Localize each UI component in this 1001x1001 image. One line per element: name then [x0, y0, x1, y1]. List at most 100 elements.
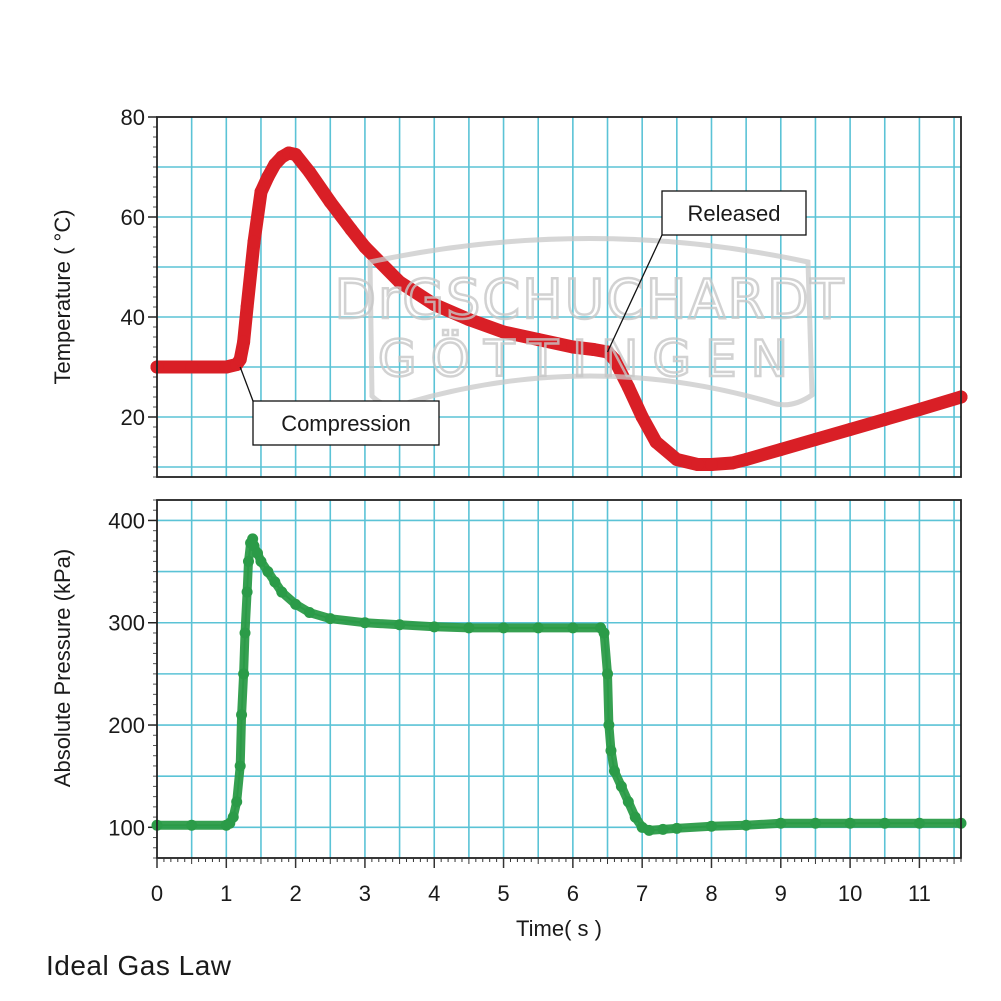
pressure-point — [303, 607, 315, 619]
annotation-label: Compression — [281, 411, 411, 436]
annotation-box — [252, 400, 440, 446]
temperature-point — [607, 353, 621, 366]
temperature-point — [843, 423, 857, 436]
temperature-point — [670, 453, 684, 466]
annotation-leader-line — [239, 366, 254, 402]
pressure-point — [239, 627, 251, 639]
temperature-point — [774, 443, 788, 456]
x-tick-label: 5 — [497, 881, 509, 906]
temperature-point — [912, 403, 926, 416]
pressure-point — [603, 719, 615, 731]
annotation-box — [661, 190, 807, 236]
x-tick-label: 3 — [359, 881, 371, 906]
pressure-point — [598, 627, 610, 639]
pressure-point — [231, 796, 243, 808]
pressure-point — [227, 811, 239, 823]
temperature-point — [427, 298, 441, 311]
pressure-point — [913, 817, 925, 829]
watermark-text-line1: DrGSCHUCHARDT — [334, 268, 845, 331]
x-tick-label: 8 — [705, 881, 717, 906]
temperature-point — [497, 325, 511, 339]
temperature-point — [358, 240, 372, 254]
pressure-point — [269, 576, 281, 588]
pressure-point — [622, 796, 634, 808]
temperature-point — [587, 343, 601, 356]
pressure-point — [262, 566, 274, 578]
pressure-point — [605, 745, 617, 757]
temperature-point — [725, 456, 739, 470]
pressure-point — [657, 823, 669, 835]
pressure-point — [532, 622, 544, 634]
pressure-point — [608, 765, 620, 777]
pressure-point — [809, 817, 821, 829]
temperature-point — [531, 333, 545, 346]
plot-frame — [156, 116, 962, 478]
pressure-point — [498, 622, 510, 634]
x-tick-label: 0 — [151, 881, 163, 906]
pressure-point — [775, 817, 787, 829]
temperature-point — [240, 300, 254, 314]
pressure-point — [255, 555, 267, 567]
pressure-point — [463, 622, 475, 634]
y-tick-label: 60 — [121, 205, 145, 230]
annotation-leader-line — [606, 234, 663, 353]
x-tick-label: 1 — [220, 881, 232, 906]
x-tick-label: 2 — [289, 881, 301, 906]
pressure-point — [615, 780, 627, 792]
temperature-point — [261, 170, 275, 184]
watermark-text-line2: GÖTTINGEN — [378, 330, 802, 388]
pressure-point — [844, 817, 856, 829]
pressure-point — [359, 617, 371, 629]
temperature-point — [185, 360, 199, 374]
temperature-point — [462, 313, 476, 326]
annotation-layer: Compression Released — [239, 190, 807, 446]
pressure-point — [705, 820, 717, 832]
temperature-point — [302, 165, 316, 179]
y-tick-label: 300 — [108, 611, 145, 636]
plot-frame — [156, 499, 962, 859]
temperature-point — [704, 458, 718, 471]
caption: Ideal Gas Law — [46, 950, 232, 981]
temperature-point — [344, 223, 358, 236]
temperature-point — [237, 335, 251, 349]
y-tick-label: 100 — [108, 815, 145, 840]
temperature-point — [621, 380, 635, 394]
temperature-point — [393, 275, 407, 289]
x-tick-label: 11 — [908, 881, 931, 906]
pressure-point — [241, 586, 253, 598]
temperature-point — [323, 195, 337, 209]
pressure-point — [394, 619, 406, 631]
temperature-point — [566, 340, 580, 354]
temperature-point — [691, 458, 705, 471]
y-tick-label: 20 — [121, 405, 145, 430]
temperature-axis-label: Temperature ( °C) — [50, 209, 75, 384]
temperature-point — [808, 433, 822, 446]
temperature-point — [219, 360, 233, 374]
temperature-point — [635, 410, 649, 424]
annotation-label: Released — [688, 201, 781, 226]
x-tick-label: 9 — [775, 881, 787, 906]
temperature-panel: 20 40 60 80 — [121, 105, 968, 478]
pressure-point — [671, 822, 683, 834]
pressure-point — [629, 811, 641, 823]
y-tick-label: 200 — [108, 713, 145, 738]
pressure-point — [238, 668, 250, 680]
temperature-point — [739, 453, 753, 466]
pressure-axis-label: Absolute Pressure (kPa) — [50, 549, 75, 787]
x-tick-label: 6 — [567, 881, 579, 906]
pressure-point — [186, 819, 198, 831]
pressure-point — [567, 622, 579, 634]
pressure-point — [242, 555, 254, 567]
pressure-point — [602, 668, 614, 680]
y-tick-label: 40 — [121, 305, 145, 330]
pressure-point — [324, 613, 336, 625]
pressure-point — [879, 817, 891, 829]
y-tick-label: 80 — [121, 105, 145, 130]
time-axis-label: Time( s ) — [516, 916, 602, 941]
pressure-point — [236, 709, 248, 721]
x-tick-label: 7 — [636, 881, 648, 906]
temperature-point — [289, 148, 303, 161]
pressure-point — [643, 824, 655, 836]
